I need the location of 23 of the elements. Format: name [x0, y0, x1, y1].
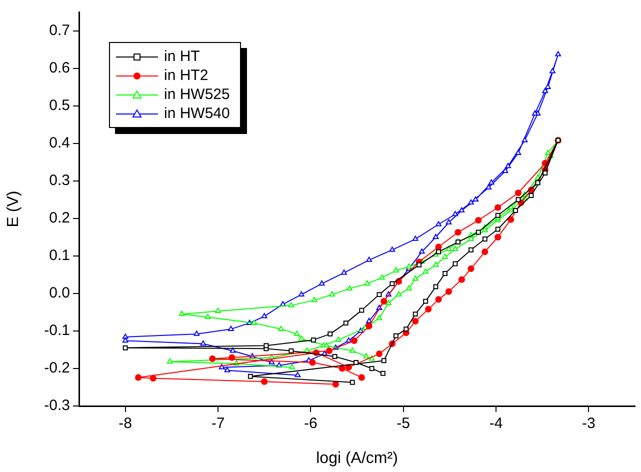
x-axis-title: logi (A/cm²) — [316, 450, 398, 467]
y-tick-label: 0.7 — [49, 22, 70, 39]
legend-label: in HW525 — [164, 86, 230, 103]
y-axis-title: E (V) — [5, 190, 22, 228]
x-tick-label: -8 — [118, 415, 132, 432]
x-tick-label: -7 — [211, 415, 225, 432]
y-tick-label: 0.5 — [49, 96, 70, 114]
y-tick-label: 0.6 — [49, 59, 70, 76]
y-tick-label: 0.4 — [49, 134, 70, 152]
y-tick-label: -0.1 — [44, 322, 70, 340]
y-tick-label: -0.3 — [44, 397, 70, 414]
legend-label: in HT — [164, 48, 200, 65]
y-tick-label: 0.3 — [49, 172, 70, 189]
x-tick-label: -6 — [304, 415, 318, 432]
y-tick-label: 0.1 — [49, 247, 70, 264]
x-tick-label: -5 — [396, 415, 410, 432]
y-tick-label: 0.0 — [49, 284, 70, 302]
y-tick-label: -0.2 — [44, 360, 70, 377]
legend-label: in HT2 — [164, 67, 208, 84]
x-tick-label: -4 — [489, 415, 503, 432]
x-tick-label: -3 — [582, 415, 596, 432]
y-tick-label: 0.2 — [49, 210, 70, 227]
legend-label: in HW540 — [164, 105, 230, 122]
